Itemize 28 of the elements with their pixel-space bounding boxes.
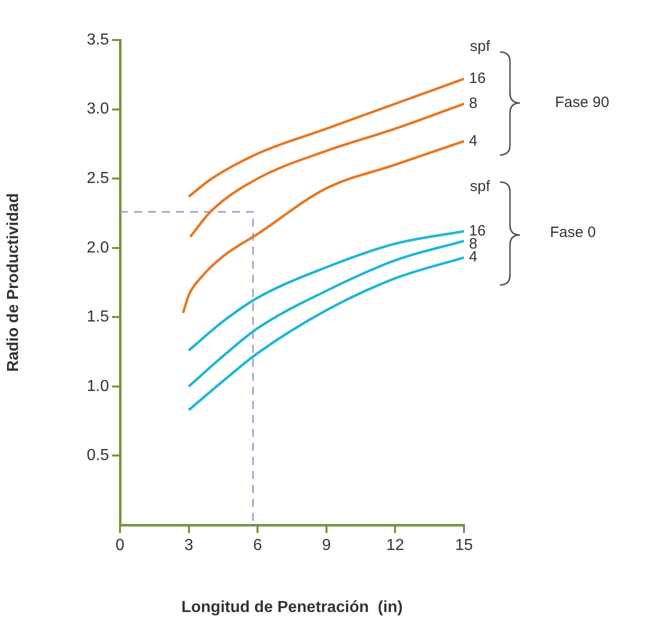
x-axis-title: Longitud de Penetración (in)	[181, 598, 403, 616]
x-tick-label: 12	[386, 537, 404, 554]
text: Fase 90	[555, 94, 610, 112]
y-tick-label: 1.5	[86, 308, 110, 326]
y-tick-label: 3.5	[86, 31, 110, 48]
y-axis-title: Radio de Productividad	[5, 193, 22, 372]
x-tick-label: 9	[322, 537, 331, 554]
x-tick-label: 3	[184, 537, 194, 554]
x-tick-label: 0	[116, 537, 125, 554]
text: spf	[470, 38, 491, 56]
x-tick-label: 15	[455, 537, 473, 554]
line-series	[188, 240, 464, 388]
text: Fase 0	[550, 224, 596, 242]
y-tick-label: 1.0	[86, 378, 110, 395]
x-tick-label: 6	[253, 537, 262, 554]
line-series	[182, 140, 464, 314]
line-series	[188, 256, 464, 412]
line-series	[188, 78, 464, 198]
series-label: 8	[469, 94, 478, 112]
y-tick-label: 0.5	[86, 447, 110, 464]
line-series	[188, 230, 464, 352]
text: spf	[470, 178, 491, 196]
y-tick-label: 3.0	[86, 100, 110, 118]
y-tick-label: 2.5	[86, 170, 110, 187]
series-label: 4	[469, 132, 478, 150]
series-label: 16	[469, 70, 486, 87]
line-series	[188, 102, 464, 238]
y-tick-label: 2.0	[86, 239, 110, 256]
